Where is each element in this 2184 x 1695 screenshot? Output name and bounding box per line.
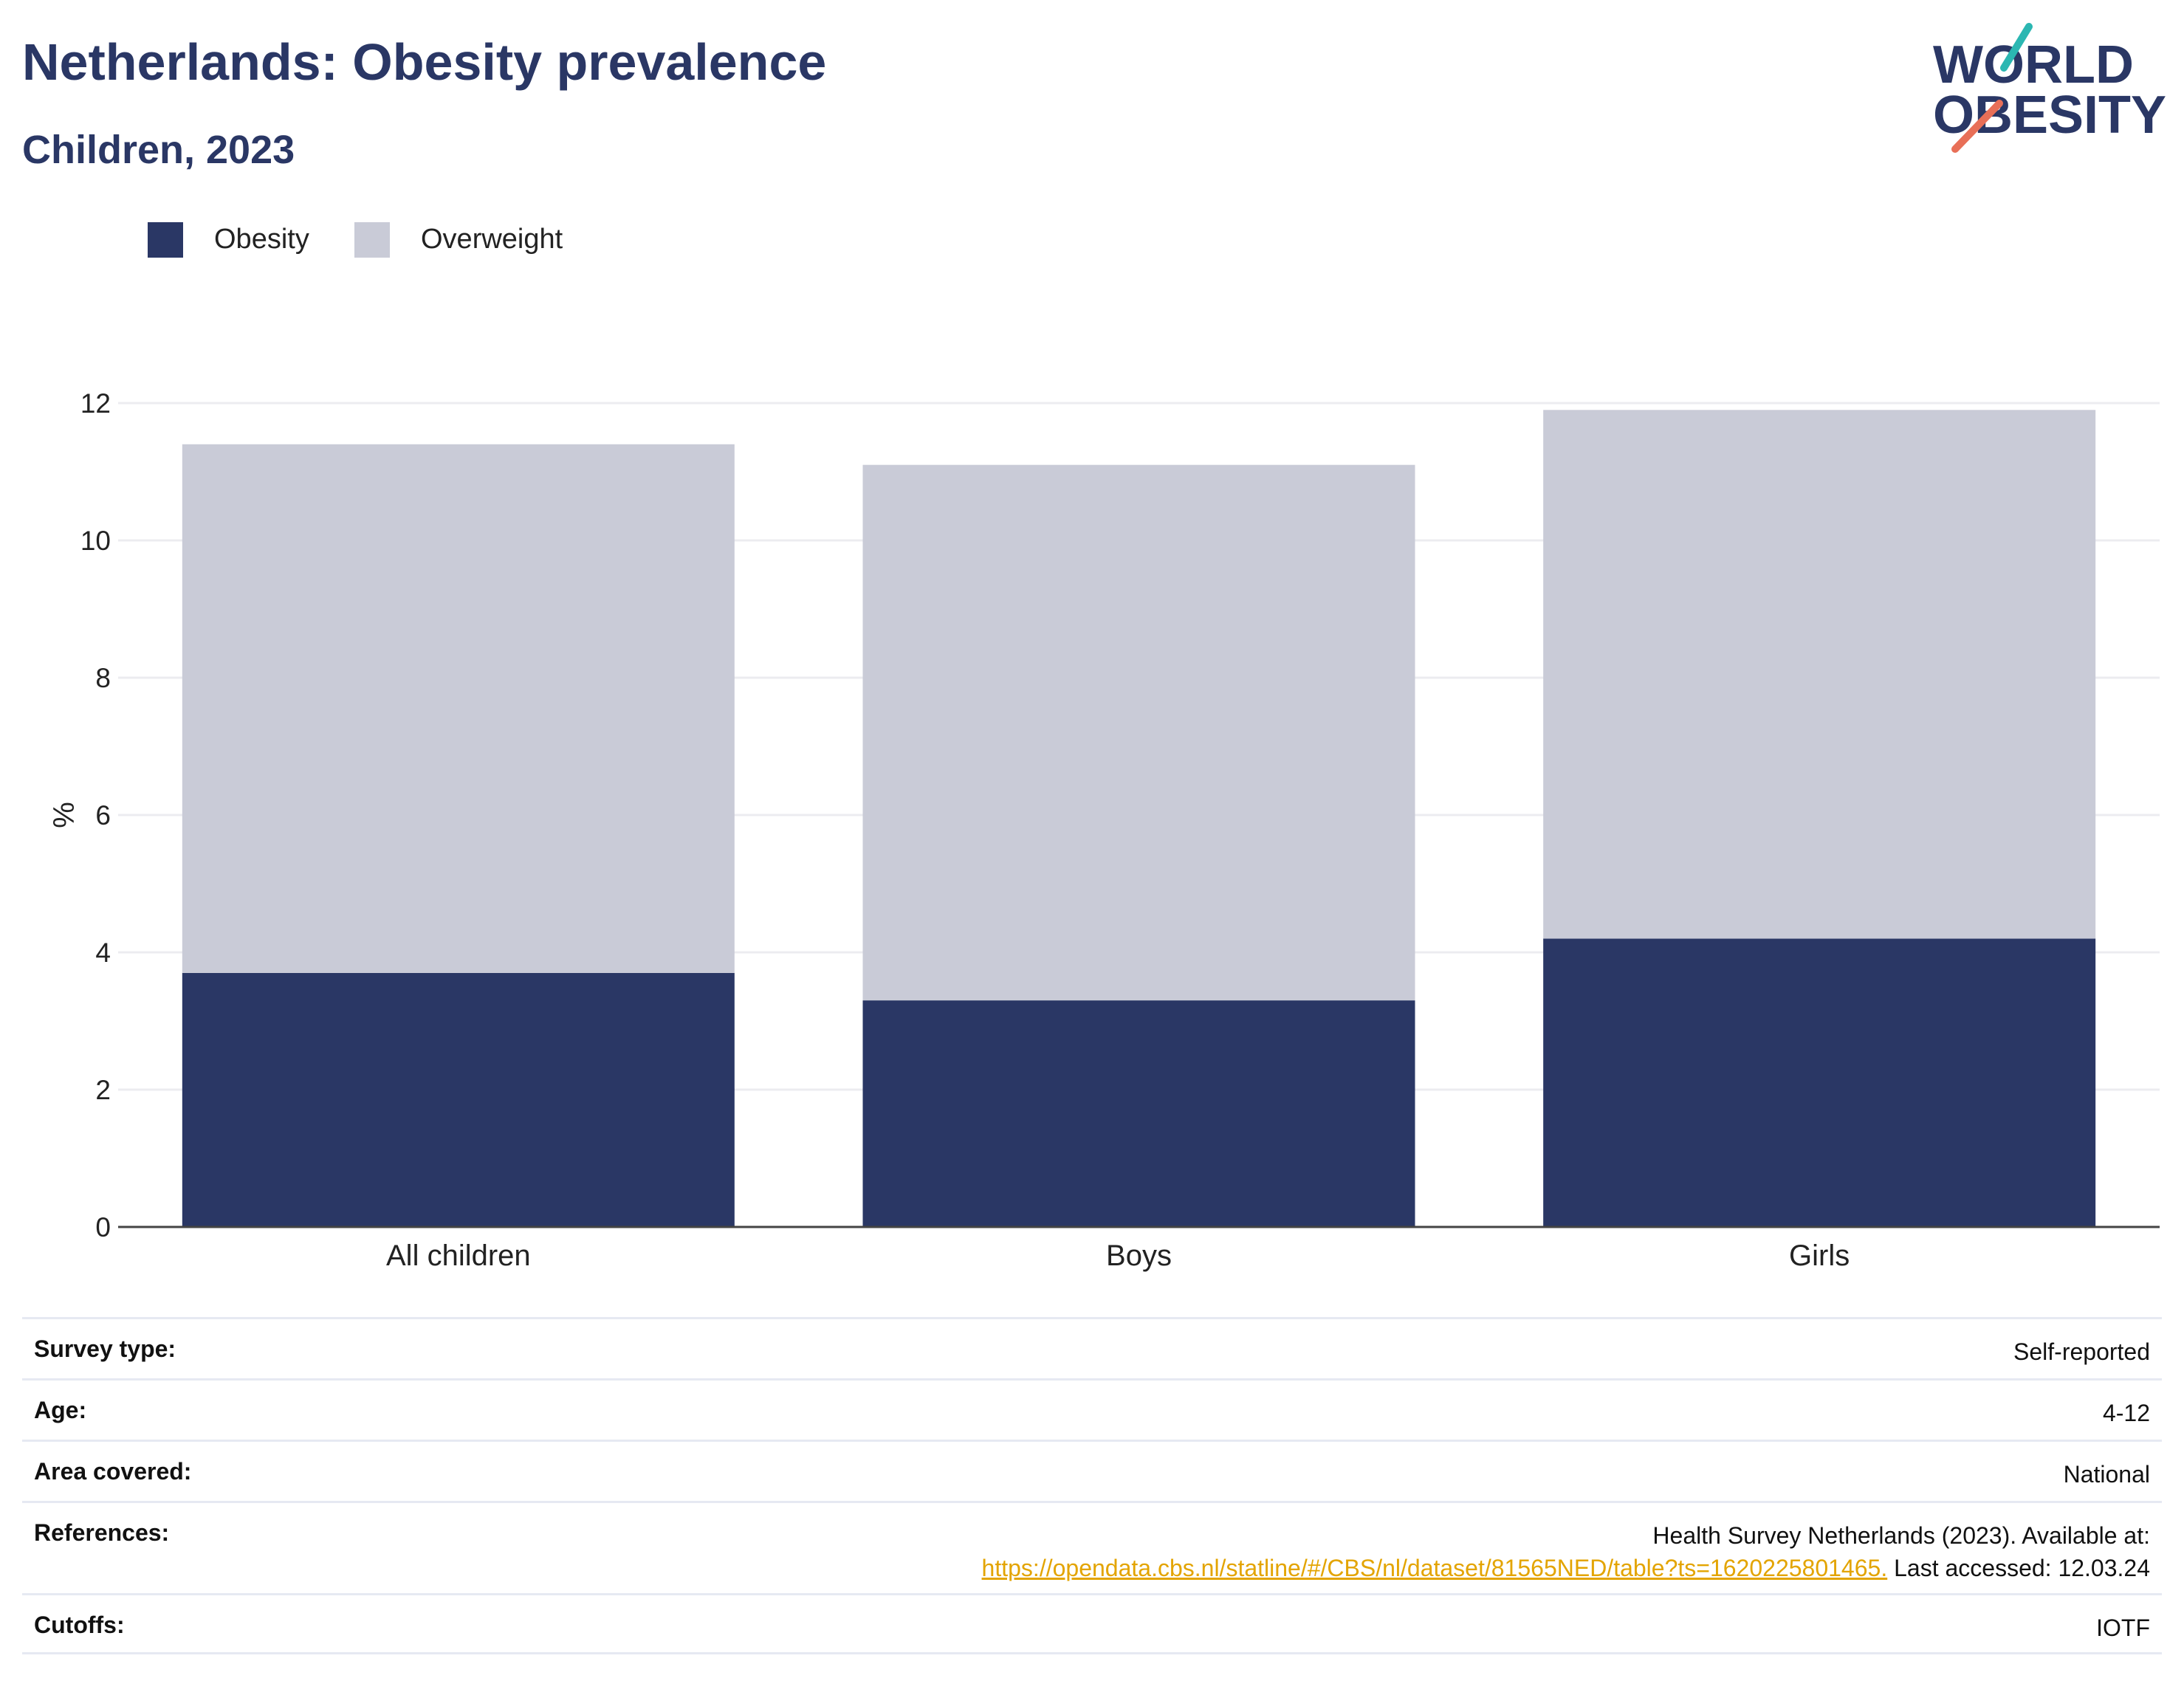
references-line2: https://opendata.cbs.nl/statline/#/CBS/n… (34, 1552, 2150, 1584)
survey-type-label: Survey type: (34, 1335, 176, 1362)
y-tick-label-2: 2 (95, 1075, 111, 1105)
legend-label-overweight: Overweight (421, 224, 563, 255)
y-tick-label-12: 12 (80, 388, 111, 419)
x-tick-label-boys: Boys (1106, 1240, 1172, 1272)
logo-slash-lower (1951, 100, 2003, 153)
survey-type-value: Self-reported (2013, 1338, 2150, 1365)
cutoffs-label: Cutoffs: (34, 1612, 125, 1638)
info-row-area: Area covered: National (22, 1440, 2162, 1501)
y-tick-label-0: 0 (95, 1212, 111, 1242)
age-value: 4-12 (2102, 1400, 2150, 1426)
bar-obesity-girls (1543, 938, 2096, 1227)
bar-obesity-all-children (182, 972, 735, 1227)
bar-overweight-boys (862, 464, 1415, 1001)
chart-title: Netherlands: Obesity prevalence (22, 33, 827, 91)
chart-subtitle: Children, 2023 (22, 128, 295, 172)
y-axis-label: % (47, 802, 79, 828)
survey-info-table: Survey type: Self-reported Age: 4-12 Are… (22, 1317, 2162, 1654)
info-row-references: References: Health Survey Netherlands (2… (22, 1501, 2162, 1593)
y-tick-label-8: 8 (95, 663, 111, 693)
area-label: Area covered: (34, 1458, 192, 1485)
bar-obesity-boys (862, 1000, 1415, 1227)
bar-overweight-all-children (182, 444, 735, 973)
y-tick-label-10: 10 (80, 526, 111, 556)
references-value: Health Survey Netherlands (2023). Availa… (34, 1503, 2162, 1584)
legend-swatch-obesity (148, 222, 183, 258)
x-tick-label-girls: Girls (1789, 1240, 1850, 1272)
references-line1: Health Survey Netherlands (2023). Availa… (1652, 1522, 2150, 1549)
references-last-accessed: Last accessed: 12.03.24 (1887, 1555, 2150, 1581)
y-tick-label-4: 4 (95, 938, 111, 968)
info-row-cutoffs: Cutoffs: IOTF (22, 1593, 2162, 1654)
area-value: National (2063, 1461, 2150, 1488)
cutoffs-value: IOTF (2096, 1615, 2150, 1641)
logo-line1: WORLD (1933, 35, 2134, 94)
info-row-survey-type: Survey type: Self-reported (22, 1317, 2162, 1378)
age-label: Age: (34, 1397, 87, 1423)
legend-swatch-overweight (354, 222, 390, 258)
stacked-bar-chart: 0 2 4 6 8 10 12% All children Boys Girls (47, 388, 2160, 1272)
y-tick-label-6: 6 (95, 800, 111, 831)
info-row-age: Age: 4-12 (22, 1378, 2162, 1440)
logo-slash-upper (2000, 23, 2033, 72)
world-obesity-logo: WORLD OBESITY (1920, 22, 2171, 155)
x-tick-label-all-children: All children (386, 1240, 531, 1272)
references-link[interactable]: https://opendata.cbs.nl/statline/#/CBS/n… (981, 1555, 1888, 1581)
references-label: References: (34, 1519, 170, 1546)
legend-label-obesity: Obesity (214, 224, 309, 255)
bar-overweight-girls (1543, 410, 2096, 939)
